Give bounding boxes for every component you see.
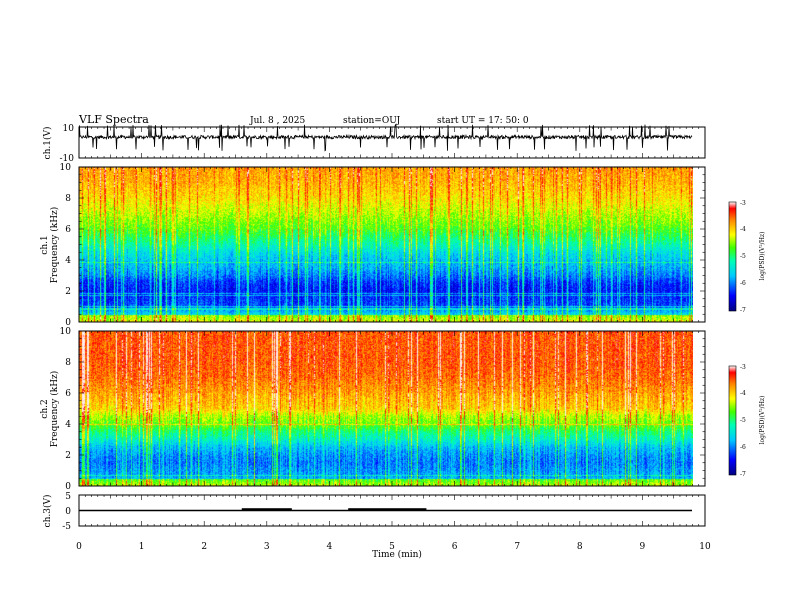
time-tick-label-7: 7 <box>514 542 520 552</box>
spec2-ytick-8: 8 <box>65 358 71 368</box>
ch2-spectrogram-panel: 0 2 4 6 8 10 ch.2 Frequency (kHz) -3 -4 … <box>40 327 766 492</box>
ch3-step-segment-1 <box>241 508 292 511</box>
ch1-spectrogram-panel: 0 2 4 6 8 10 ch.1 Frequency (kHz) -3 -4 … <box>40 163 766 328</box>
ch3-waveform-ylabel: ch.3(V) <box>42 495 53 528</box>
spec2-cbar-tick-m3: -3 <box>740 364 746 371</box>
ch3-step-segment-2 <box>348 508 427 511</box>
time-axis-label: Time (min) <box>372 549 422 560</box>
spec1-ytick-4: 4 <box>65 256 71 266</box>
time-tick-label-2: 2 <box>201 542 207 552</box>
time-axis-tick-labels: 0 1 2 3 4 5 6 7 8 9 10 <box>76 542 711 552</box>
ch1-spectrogram-image <box>79 167 693 322</box>
ch3-waveform-panel: 5 0 -5 ch.3(V) 0 1 2 3 4 5 6 7 8 9 10 Time (min) <box>42 492 711 560</box>
spec2-cbar-tick-m4: -4 <box>740 390 746 397</box>
time-tick-label-1: 1 <box>139 542 145 552</box>
spec2-ytick-4: 4 <box>65 420 71 430</box>
spec2-ylabel-line1: ch.2 <box>40 399 50 418</box>
spec1-ytick-0: 0 <box>65 318 71 328</box>
time-tick-label-0: 0 <box>76 542 82 552</box>
ch3-ytick-0: 0 <box>65 507 71 517</box>
spec1-cbar-tick-m3: -3 <box>740 200 746 207</box>
spec1-ytick-10: 10 <box>60 163 72 173</box>
spec2-ytick-0: 0 <box>65 482 71 492</box>
ch3-ytick-5: 5 <box>65 492 71 502</box>
spec1-ylabel-line2: Frequency (kHz) <box>49 207 60 284</box>
time-tick-label-5: 5 <box>389 542 395 552</box>
ch1-waveform-ylabel: ch.1(V) <box>42 127 53 160</box>
time-tick-label-6: 6 <box>452 542 458 552</box>
spec1-cbar-tick-m4: -4 <box>740 226 746 233</box>
spec2-cbar-tick-m5: -5 <box>740 417 746 424</box>
ch1-ytick-bottom: -10 <box>60 154 75 164</box>
station-label: station=OUJ <box>343 116 401 126</box>
spec2-cbar-tick-m7: -7 <box>740 471 746 478</box>
ch2-spectrogram-image <box>79 331 693 486</box>
spec2-ytick-6: 6 <box>65 389 71 399</box>
spec2-ytick-2: 2 <box>65 451 71 461</box>
spec2-cbar-tick-m6: -6 <box>740 444 746 451</box>
spec1-cbar-tick-m7: -7 <box>740 307 746 314</box>
date-label: Jul. 8 , 2025 <box>249 116 305 126</box>
spec1-ytick-8: 8 <box>65 194 71 204</box>
spec1-cbar-tick-m5: -5 <box>740 253 746 260</box>
ch3-ytick-m5: -5 <box>62 522 71 532</box>
spec1-ytick-6: 6 <box>65 225 71 235</box>
spec2-colorbar <box>728 365 737 476</box>
spec1-cbar-label: log(PSD)(V²/Hz) <box>759 232 766 281</box>
ch1-ytick-top: 10 <box>63 124 75 134</box>
ch1-waveform-line <box>78 123 693 152</box>
time-tick-label-8: 8 <box>577 542 583 552</box>
spec2-cbar-label: log(PSD)(V²/Hz) <box>759 396 766 445</box>
spec1-ylabel-line1: ch.1 <box>40 235 50 254</box>
spec2-ytick-10: 10 <box>60 327 72 337</box>
time-tick-label-10: 10 <box>699 542 711 552</box>
axis-tick-marks <box>78 127 706 526</box>
spec1-ytick-2: 2 <box>65 287 71 297</box>
spec2-ylabel-line2: Frequency (kHz) <box>49 371 60 448</box>
time-tick-label-3: 3 <box>264 542 270 552</box>
spec1-cbar-tick-m6: -6 <box>740 280 746 287</box>
start-ut-label: start UT = 17: 50: 0 <box>437 116 529 126</box>
spec1-colorbar <box>728 201 737 312</box>
figure-title: VLF Spectra <box>78 113 149 126</box>
time-tick-label-9: 9 <box>640 542 646 552</box>
time-tick-label-4: 4 <box>327 542 333 552</box>
